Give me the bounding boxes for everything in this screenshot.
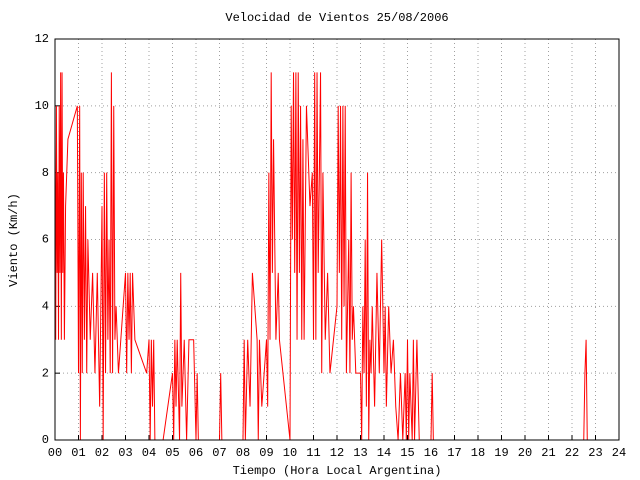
data-line	[54, 72, 588, 441]
chart-title: Velocidad de Vientos 25/08/2006	[225, 11, 448, 25]
x-axis-label: Tiempo (Hora Local Argentina)	[233, 464, 442, 478]
y-tick-label: 0	[42, 433, 49, 447]
x-tick-label: 01	[71, 446, 85, 460]
x-tick-label: 18	[471, 446, 485, 460]
x-tick-label: 21	[541, 446, 555, 460]
x-tick-label: 19	[494, 446, 508, 460]
x-tick-label: 22	[565, 446, 579, 460]
x-tick-label: 06	[189, 446, 203, 460]
x-tick-label: 11	[306, 446, 320, 460]
x-tick-label: 17	[447, 446, 461, 460]
x-tick-label: 10	[283, 446, 297, 460]
x-tick-label: 16	[424, 446, 438, 460]
y-tick-label: 2	[42, 366, 49, 380]
x-tick-label: 15	[400, 446, 414, 460]
y-tick-label: 4	[42, 300, 49, 314]
y-axis-label: Viento (Km/h)	[7, 193, 21, 287]
plot-border	[54, 38, 620, 441]
x-tick-label: 14	[377, 446, 391, 460]
x-tick-label: 04	[142, 446, 156, 460]
x-tick-label: 23	[588, 446, 602, 460]
x-tick-label: 08	[236, 446, 250, 460]
y-tick-label: 6	[42, 233, 49, 247]
x-tick-label: 12	[330, 446, 344, 460]
x-tick-label: 07	[212, 446, 226, 460]
y-tick-label: 12	[35, 32, 49, 46]
x-tick-label: 09	[259, 446, 273, 460]
x-tick-label: 13	[353, 446, 367, 460]
x-tick-label: 00	[48, 446, 62, 460]
x-tick-label: 02	[95, 446, 109, 460]
x-tick-label: 24	[612, 446, 626, 460]
x-tick-label: 05	[165, 446, 179, 460]
x-tick-label: 20	[518, 446, 532, 460]
y-tick-label: 10	[35, 99, 49, 113]
x-tick-label: 03	[118, 446, 132, 460]
y-tick-label: 8	[42, 166, 49, 180]
